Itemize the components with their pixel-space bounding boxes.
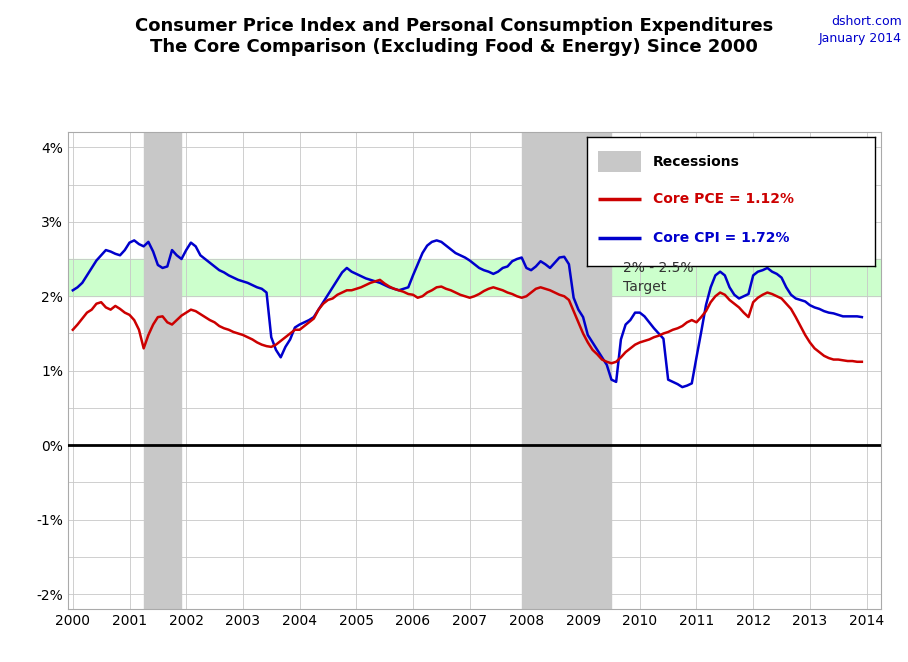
Text: January 2014: January 2014 [819,32,902,45]
Text: 2% - 2.5%
Target: 2% - 2.5% Target [623,261,694,295]
Bar [522,132,611,609]
Bar [68,259,881,297]
Text: The Core Comparison (Excluding Food & Energy) Since 2000: The Core Comparison (Excluding Food & En… [150,38,758,56]
Text: dshort.com: dshort.com [831,15,902,28]
Text: Consumer Price Index and Personal Consumption Expenditures: Consumer Price Index and Personal Consum… [135,17,773,34]
Bar [143,132,182,609]
